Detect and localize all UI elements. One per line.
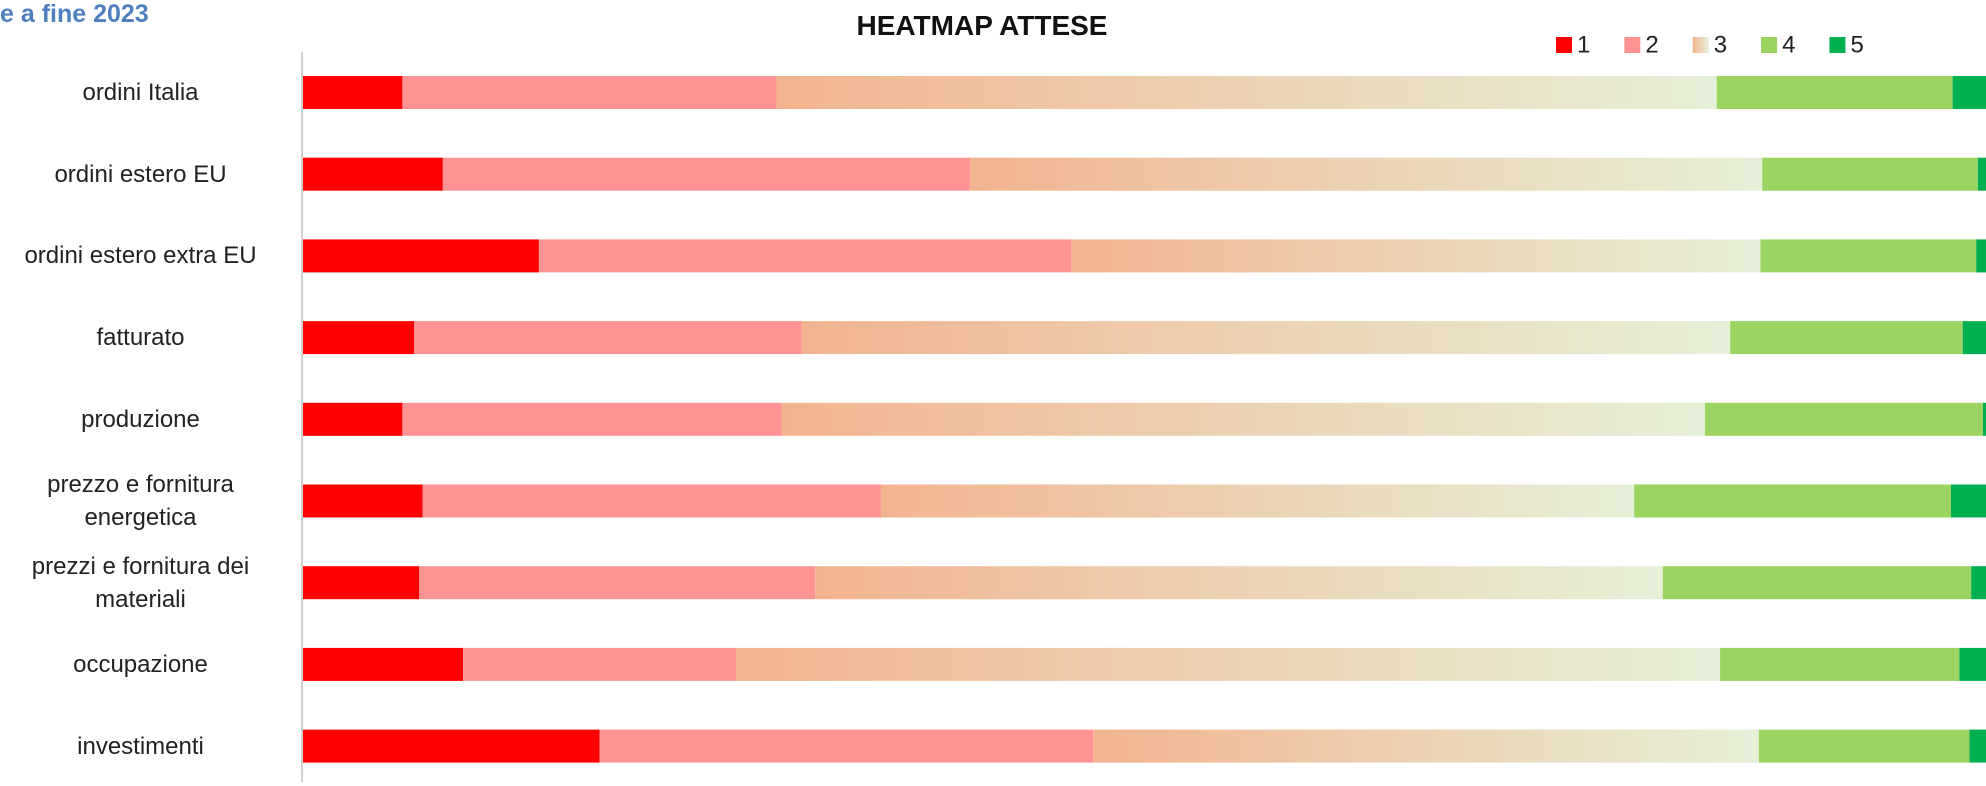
bar-segment	[1634, 484, 1951, 518]
bar-segment	[442, 157, 971, 191]
category-label: ordini estero extra EU	[24, 242, 257, 270]
bar-segment	[303, 239, 539, 273]
bar-segment	[801, 321, 1731, 355]
legend-label: 2	[1645, 31, 1658, 58]
bar-segment	[303, 76, 403, 109]
bar-segment	[1758, 729, 1970, 763]
bar-segment	[303, 402, 403, 436]
bar-segment	[1982, 402, 1986, 436]
category-label: prezzi e fornitura dei materiali	[31, 552, 250, 613]
category-label: occupazione	[73, 650, 208, 678]
bar-segment	[1976, 239, 1986, 273]
bar-segment	[1704, 402, 1983, 436]
legend-label: 4	[1782, 31, 1795, 58]
category-label: ordini estero EU	[54, 160, 227, 188]
bar-segment	[402, 402, 782, 436]
legend-swatch	[1556, 37, 1572, 53]
bar-segment	[422, 484, 881, 518]
legend-label: 1	[1577, 31, 1590, 58]
bar-segment	[970, 157, 1763, 191]
bar-segment	[1952, 76, 1986, 109]
bar-segment	[1762, 157, 1978, 191]
bar-segment	[1716, 76, 1953, 109]
chart-title: HEATMAP ATTESE	[856, 10, 1108, 41]
legend-swatch	[1692, 37, 1709, 53]
bar-segment	[1093, 729, 1759, 763]
bar-segment	[303, 729, 600, 763]
bar-segment	[1962, 321, 1986, 355]
bar-segment	[1760, 239, 1977, 273]
bar-segment	[303, 484, 423, 518]
category-label: produzione	[81, 405, 200, 433]
bar-segment	[736, 647, 1721, 681]
bar-segment	[1730, 321, 1963, 355]
bar-segment	[303, 566, 420, 600]
bar-segment	[1969, 729, 1986, 763]
legend-label: 3	[1714, 31, 1727, 58]
bar-segment	[414, 321, 802, 355]
bar-segment	[781, 402, 1705, 436]
bar-segment	[1977, 157, 1986, 191]
bar-segment	[419, 566, 816, 600]
bar-segment	[599, 729, 1094, 763]
category-label: fatturato	[96, 324, 185, 352]
bar-segment	[303, 321, 415, 355]
bar-segment	[1662, 566, 1972, 600]
bar-segment	[776, 76, 1717, 109]
legend-swatch	[1829, 37, 1846, 53]
category-label: prezzo e fornitura energetica	[47, 471, 234, 531]
category-label: ordini Italia	[82, 79, 199, 106]
bar-segment	[402, 76, 777, 109]
category-label: investimenti	[77, 732, 204, 760]
legend-swatch	[1624, 37, 1641, 53]
bar-segment	[1959, 647, 1986, 681]
bar-segment	[303, 157, 443, 191]
bar-segment	[1971, 566, 1986, 600]
bar-segment	[880, 484, 1635, 518]
bar-segment	[303, 647, 464, 681]
header-text: e a fine 2023	[0, 0, 149, 28]
legend-label: 5	[1850, 31, 1863, 58]
bar-segment	[1071, 239, 1761, 273]
bar-segment	[463, 647, 737, 681]
bar-segment	[1950, 484, 1986, 518]
bar-segment	[1720, 647, 1960, 681]
bar-segment	[815, 566, 1663, 600]
legend-swatch	[1761, 37, 1778, 53]
bar-segment	[538, 239, 1072, 273]
